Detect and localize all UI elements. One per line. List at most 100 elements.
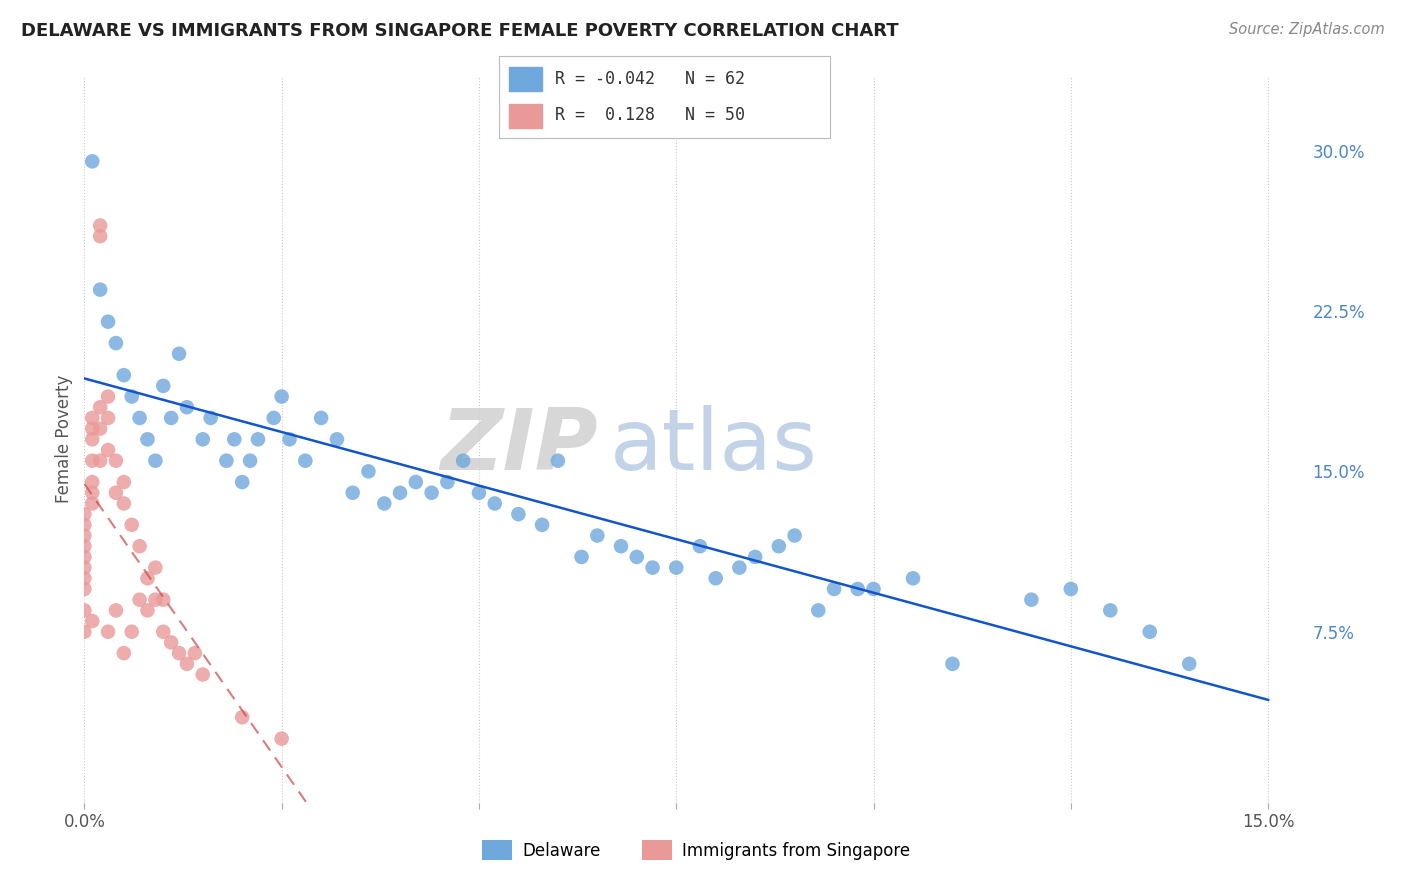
Point (744, 549, 766, 564)
Point (357, 464, 380, 478)
Point (73, 528, 96, 542)
Point (389, 485, 412, 500)
Point (73, 571, 96, 585)
Point (231, 475, 253, 489)
Point (823, 582, 845, 596)
Point (200, 411, 222, 425)
Point (82, 154, 104, 169)
Point (405, 475, 427, 489)
Point (246, 432, 269, 446)
Point (231, 710, 253, 724)
Point (1060, 582, 1083, 596)
Point (152, 592, 174, 607)
Point (263, 411, 285, 425)
Point (128, 539, 150, 553)
Point (373, 496, 395, 510)
Point (846, 582, 869, 596)
Point (547, 453, 569, 467)
Point (191, 667, 214, 681)
Point (73, 603, 96, 617)
Point (73, 539, 96, 553)
Text: R =  0.128   N = 50: R = 0.128 N = 50 (555, 106, 745, 124)
Point (89, 283, 111, 297)
Point (97, 411, 120, 425)
Point (508, 507, 530, 521)
Point (112, 646, 135, 660)
Point (610, 539, 633, 553)
Bar (509, 103, 543, 128)
Point (342, 485, 364, 500)
Point (104, 453, 127, 467)
Text: DELAWARE VS IMMIGRANTS FROM SINGAPORE FEMALE POVERTY CORRELATION CHART: DELAWARE VS IMMIGRANTS FROM SINGAPORE FE… (21, 22, 898, 40)
Point (136, 571, 159, 585)
Point (160, 411, 183, 425)
Point (112, 496, 135, 510)
Point (239, 453, 262, 467)
Point (73, 582, 96, 596)
Point (704, 571, 727, 585)
Point (82, 496, 104, 510)
Point (176, 657, 198, 671)
Point (73, 624, 96, 639)
Point (112, 475, 135, 489)
Point (97, 315, 120, 329)
Point (104, 336, 127, 351)
Point (104, 485, 127, 500)
Point (82, 432, 104, 446)
Point (89, 229, 111, 244)
Point (270, 731, 292, 746)
Point (104, 603, 127, 617)
Legend: Delaware, Immigrants from Singapore: Delaware, Immigrants from Singapore (475, 833, 917, 867)
Point (128, 411, 150, 425)
Point (145, 592, 167, 607)
Point (728, 560, 751, 574)
Point (89, 422, 111, 436)
Text: R = -0.042   N = 62: R = -0.042 N = 62 (555, 70, 745, 88)
Point (82, 475, 104, 489)
Y-axis label: Female Poverty: Female Poverty (55, 376, 73, 503)
Point (73, 560, 96, 574)
Point (420, 485, 443, 500)
Point (82, 453, 104, 467)
Point (1021, 592, 1043, 607)
Point (184, 646, 207, 660)
Point (626, 549, 648, 564)
Point (136, 603, 159, 617)
Point (97, 624, 120, 639)
Point (89, 219, 111, 233)
Point (82, 485, 104, 500)
Point (73, 549, 96, 564)
Point (941, 657, 963, 671)
Point (484, 496, 506, 510)
Point (73, 517, 96, 532)
Point (641, 560, 664, 574)
Point (73, 507, 96, 521)
Point (128, 592, 150, 607)
Point (689, 539, 711, 553)
Point (145, 560, 167, 574)
Point (1178, 657, 1201, 671)
Point (89, 401, 111, 415)
Point (152, 379, 174, 393)
Point (121, 624, 143, 639)
Point (121, 390, 143, 404)
Point (97, 442, 120, 457)
Point (167, 347, 190, 361)
Point (176, 401, 198, 415)
Point (451, 453, 474, 467)
Text: Source: ZipAtlas.com: Source: ZipAtlas.com (1229, 22, 1385, 37)
Point (121, 517, 143, 532)
Bar (509, 67, 543, 92)
Point (294, 453, 316, 467)
Point (1139, 624, 1161, 639)
Point (82, 614, 104, 628)
Point (468, 485, 491, 500)
Point (768, 539, 790, 553)
Point (215, 453, 238, 467)
Text: atlas: atlas (610, 405, 818, 488)
Point (145, 453, 167, 467)
Point (191, 432, 214, 446)
Point (326, 432, 349, 446)
Point (167, 646, 190, 660)
Point (160, 635, 183, 649)
